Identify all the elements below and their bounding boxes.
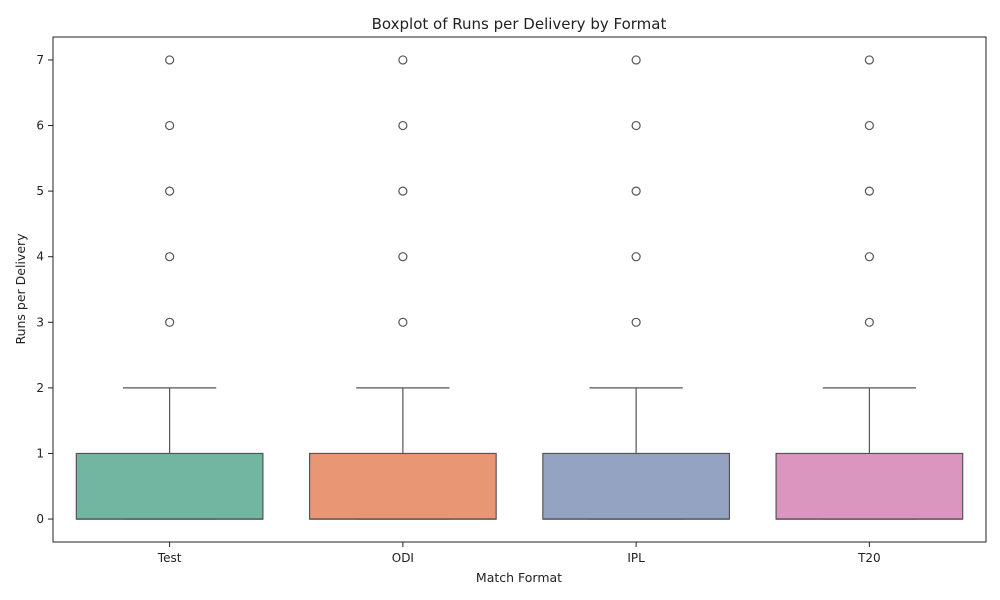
x-tick-label: IPL — [627, 551, 645, 565]
x-tick-label: ODI — [392, 551, 414, 565]
outlier-point — [631, 55, 641, 65]
outlier-point — [631, 120, 641, 131]
y-tick-label: 0 — [36, 512, 44, 526]
outlier-point — [631, 186, 641, 196]
y-tick-label: 7 — [36, 53, 44, 67]
outlier-point — [398, 186, 408, 196]
outlier-point — [864, 55, 874, 65]
x-tick-label: T20 — [857, 551, 881, 565]
iqr-box — [542, 452, 731, 520]
outlier-point — [165, 55, 175, 65]
box-t20 — [775, 55, 964, 520]
outlier-point — [165, 317, 175, 327]
outlier-point — [165, 252, 175, 262]
y-tick-label: 5 — [36, 184, 44, 198]
outlier-point — [398, 252, 408, 262]
outlier-point — [165, 120, 175, 131]
box-ipl — [542, 55, 731, 520]
outlier-point — [165, 186, 175, 196]
outlier-point — [864, 186, 874, 196]
y-axis-title: Runs per Delivery — [13, 233, 28, 345]
y-tick-label: 6 — [36, 119, 44, 133]
box-odi — [308, 55, 497, 520]
box-test — [75, 55, 264, 520]
x-tick-label: Test — [157, 551, 182, 565]
x-axis: Test ODI IPL T20 — [157, 542, 881, 565]
y-axis: 0 1 2 3 4 5 6 7 — [36, 53, 53, 526]
iqr-box — [75, 452, 264, 520]
outlier-point — [398, 120, 408, 131]
outlier-point — [398, 317, 408, 327]
plot-frame — [52, 36, 987, 543]
y-tick-label: 1 — [36, 446, 44, 460]
iqr-box — [308, 452, 497, 520]
outlier-point — [864, 317, 874, 327]
y-tick-label: 4 — [36, 250, 44, 264]
plot-area — [75, 55, 964, 520]
outlier-point — [398, 55, 408, 65]
chart-title: Boxplot of Runs per Delivery by Format — [372, 15, 667, 33]
outlier-point — [631, 317, 641, 327]
x-axis-title: Match Format — [476, 570, 562, 585]
outlier-point — [631, 252, 641, 262]
outlier-point — [864, 120, 874, 131]
y-tick-label: 3 — [36, 315, 44, 329]
iqr-box — [775, 452, 964, 520]
y-tick-label: 2 — [36, 381, 44, 395]
outlier-point — [864, 252, 874, 262]
